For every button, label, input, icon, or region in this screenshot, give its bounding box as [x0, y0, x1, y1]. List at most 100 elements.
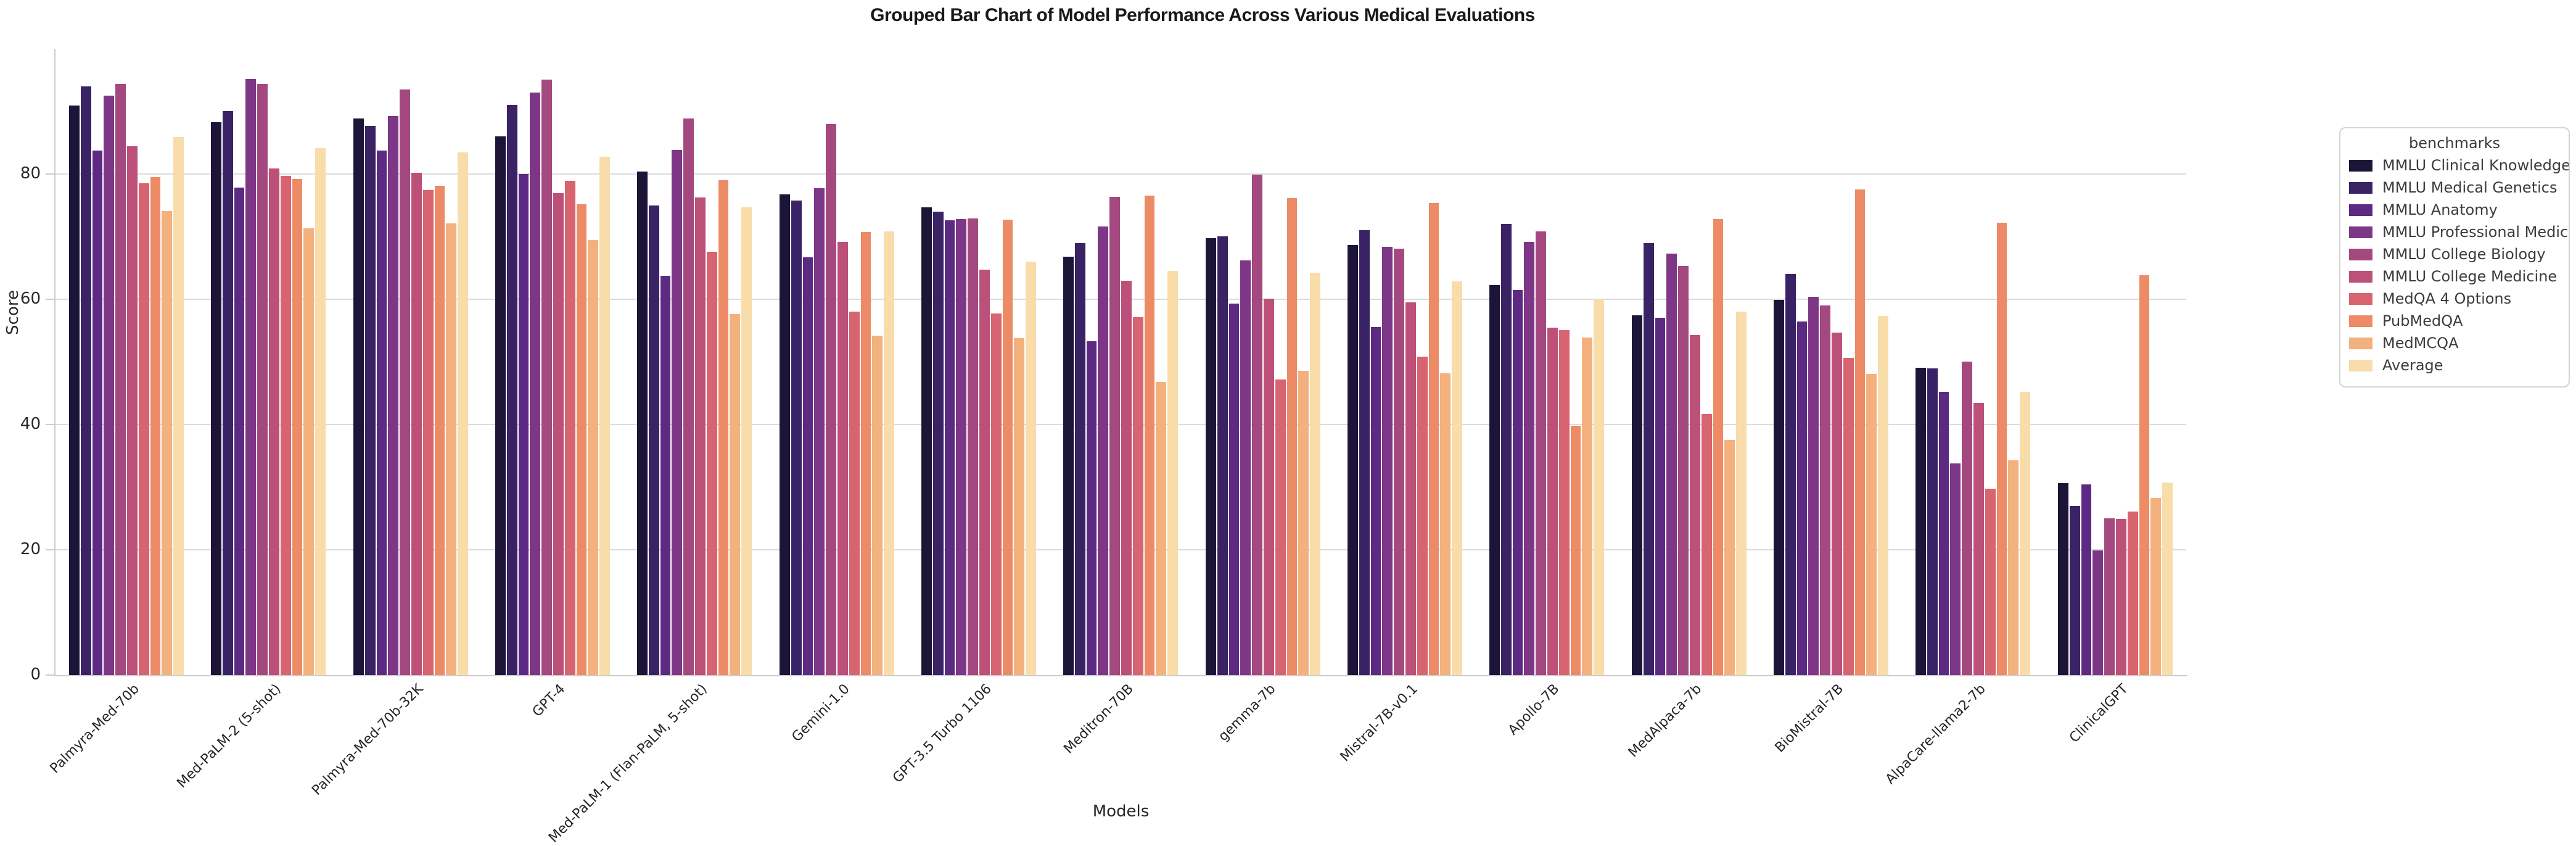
- bar: [718, 180, 729, 675]
- bar: [1632, 315, 1642, 675]
- bar: [1489, 285, 1500, 675]
- bar: [672, 150, 683, 675]
- bar: [1524, 242, 1535, 675]
- bar: [2115, 519, 2126, 675]
- legend-label: MMLU Medical Genetics: [2382, 179, 2557, 196]
- bar: [990, 313, 1002, 675]
- legend-entry: MMLU Anatomy: [2349, 201, 2560, 218]
- bar: [1878, 316, 1888, 675]
- bar-group: [1206, 0, 1320, 675]
- bar: [2127, 512, 2138, 675]
- y-gridline: [56, 299, 2186, 300]
- legend-entry: MMLU College Medicine: [2349, 268, 2560, 285]
- y-gridline: [56, 424, 2186, 425]
- bar: [1536, 231, 1546, 675]
- legend-color-swatch-icon: [2349, 292, 2372, 305]
- bar: [1724, 440, 1735, 675]
- bar: [1263, 299, 1274, 675]
- bar: [956, 219, 967, 675]
- bar: [234, 188, 245, 675]
- bar: [115, 84, 126, 675]
- y-tick-mark: [46, 549, 54, 550]
- bar: [1394, 249, 1404, 675]
- bar: [458, 152, 468, 675]
- bar: [268, 168, 279, 675]
- bar: [968, 218, 978, 675]
- legend-color-swatch-icon: [2349, 226, 2372, 238]
- y-tick-label: 40: [20, 415, 41, 433]
- legend-label: MMLU Anatomy: [2382, 201, 2498, 218]
- bar: [530, 93, 541, 675]
- bar-group: [353, 0, 468, 675]
- bar: [1558, 330, 1570, 675]
- legend-color-swatch-icon: [2349, 204, 2372, 216]
- legend-label: MedMCQA: [2382, 334, 2459, 352]
- legend-entry: MedQA 4 Options: [2349, 290, 2560, 307]
- x-tick-label: Apollo-7B: [1505, 681, 1563, 739]
- bar: [1820, 305, 1830, 675]
- legend-entry: Average: [2349, 357, 2560, 374]
- bar: [92, 151, 103, 675]
- legend-label: MMLU College Medicine: [2382, 268, 2557, 285]
- bar: [1002, 220, 1013, 675]
- bar: [315, 148, 326, 675]
- bar: [1570, 426, 1581, 675]
- legend: benchmarks MMLU Clinical Knowledge MMLU M…: [2339, 127, 2570, 388]
- y-tick-label: 20: [20, 540, 41, 558]
- bar: [637, 172, 648, 675]
- bar: [2008, 460, 2019, 675]
- bar: [541, 80, 552, 675]
- legend-color-swatch-icon: [2349, 248, 2372, 260]
- legend-entries: MMLU Clinical Knowledge MMLU Medical Gene…: [2349, 157, 2569, 374]
- bar: [1785, 274, 1796, 675]
- y-tick-label: 0: [30, 665, 41, 684]
- bar: [2081, 484, 2092, 675]
- x-tick-label: BioMistral-7B: [1772, 681, 1847, 756]
- bar: [1452, 281, 1462, 675]
- bar: [1382, 247, 1393, 675]
- bar-group: [637, 0, 752, 675]
- bar: [553, 193, 564, 675]
- bar: [1582, 338, 1593, 675]
- bar: [388, 116, 399, 675]
- bar-group: [495, 0, 610, 675]
- bar: [211, 122, 221, 675]
- bar: [1985, 489, 1996, 675]
- bar: [446, 223, 457, 675]
- bar: [1713, 219, 1724, 675]
- bar: [1500, 224, 1512, 675]
- x-tick-label: GPT-3.5 Turbo 1106: [889, 681, 995, 786]
- bar: [860, 232, 871, 675]
- bar: [292, 179, 303, 675]
- bar: [1286, 198, 1298, 675]
- legend-color-swatch-icon: [2349, 159, 2372, 172]
- legend-entry: MedMCQA: [2349, 334, 2560, 352]
- bar: [1132, 317, 1143, 675]
- bar: [576, 204, 587, 675]
- bar: [1996, 223, 2007, 675]
- bar: [588, 240, 599, 675]
- bar: [884, 231, 894, 675]
- bar: [706, 252, 717, 675]
- bar: [599, 157, 610, 675]
- bar: [730, 314, 741, 675]
- bar: [1843, 358, 1854, 675]
- bar: [518, 174, 529, 675]
- x-tick-label: Meditron-70B: [1061, 681, 1137, 757]
- bar: [1370, 327, 1381, 675]
- legend-label: MMLU Professional Medicine: [2382, 223, 2569, 241]
- bar: [1098, 226, 1109, 675]
- bar: [422, 190, 434, 675]
- bar: [1594, 299, 1604, 675]
- bar: [564, 181, 575, 675]
- bar: [1938, 392, 1949, 675]
- bar: [1156, 382, 1167, 675]
- bar: [1678, 266, 1689, 675]
- bar: [1109, 197, 1120, 675]
- y-tick-mark: [46, 674, 54, 676]
- bar: [1796, 321, 1808, 675]
- bar: [1440, 373, 1451, 675]
- y-tick-mark: [46, 173, 54, 175]
- legend-label: Average: [2382, 357, 2443, 374]
- bar: [376, 151, 387, 675]
